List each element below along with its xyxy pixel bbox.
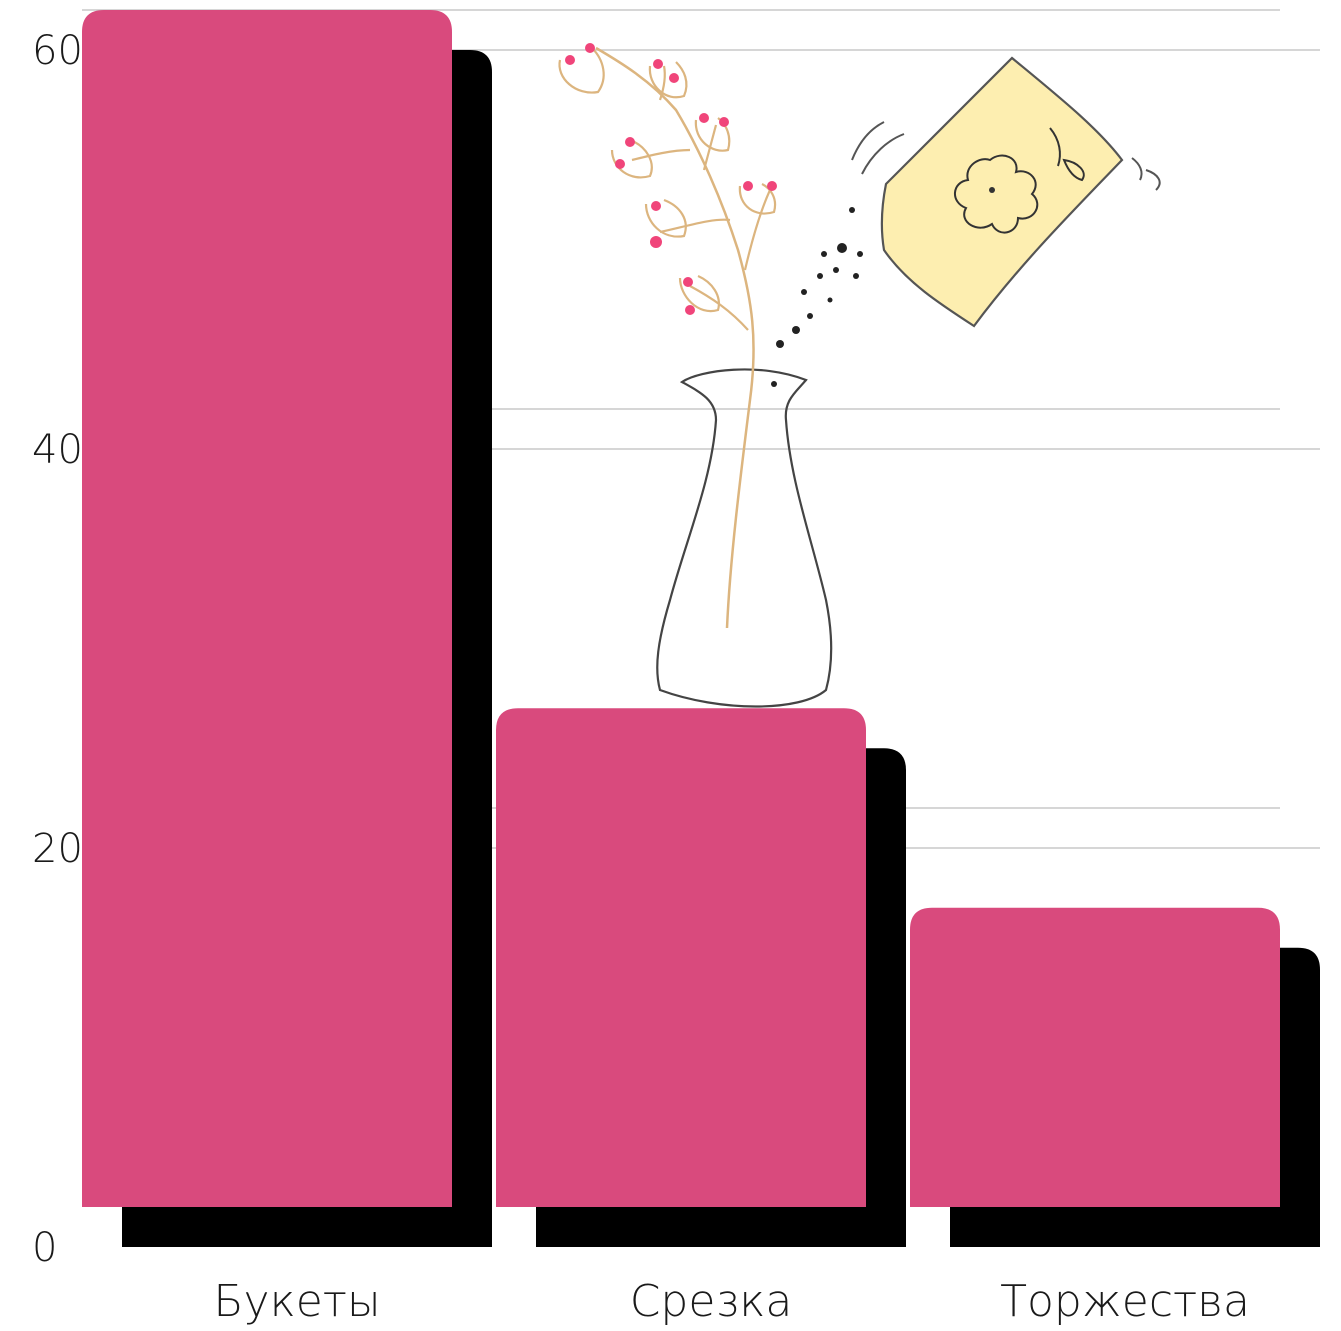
y-axis-tick-labels: 0 20 40 60 (32, 28, 83, 1271)
flower-stem-icon (596, 48, 754, 628)
seeds-icon (771, 207, 863, 387)
bars (82, 10, 1280, 1207)
x-axis-category-labels: Букеты Срезка Торжества (213, 1276, 1250, 1327)
y-tick-label: 60 (32, 28, 83, 74)
x-category-label: Букеты (213, 1276, 380, 1327)
y-tick-label: 20 (32, 826, 83, 872)
flower-vase-illustration (559, 43, 1159, 707)
bar-3 (910, 908, 1280, 1207)
bar-1 (82, 10, 452, 1207)
seed-packet-icon (852, 58, 1160, 326)
vase-icon (657, 369, 831, 706)
y-tick-label: 0 (32, 1225, 57, 1271)
y-tick-label: 40 (32, 427, 83, 473)
bar-2 (496, 708, 866, 1207)
x-category-label: Торжества (1000, 1276, 1250, 1327)
x-category-label: Срезка (630, 1276, 793, 1327)
